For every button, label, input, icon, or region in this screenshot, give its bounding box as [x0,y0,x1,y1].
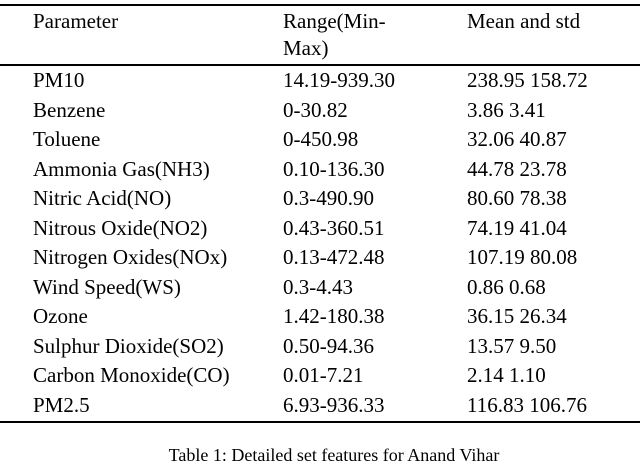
cell-range: 0-450.98 [283,127,359,152]
table-row: PM10 14.19-939.30 238.95 158.72 [0,65,640,96]
column-header-mean-std-label: Mean and std [467,9,581,33]
cell-range: 1.42-180.38 [283,304,385,329]
table-row: Nitric Acid(NO) 0.3-490.90 80.60 78.38 [0,184,640,214]
cell-parameter: Benzene [33,97,106,122]
cell-mean-std: 80.60 78.38 [467,186,567,211]
cell-mean-std: 36.15 26.34 [467,304,567,329]
cell-mean-std: 238.95 158.72 [467,68,588,92]
cell-range: 0.50-94.36 [283,333,374,358]
cell-parameter: Sulphur Dioxide(SO2) [33,333,224,358]
table-row: Ozone 1.42-180.38 36.15 26.34 [0,302,640,332]
cell-range: 0.3-4.43 [283,274,353,299]
cell-parameter: Carbon Monoxide(CO) [33,363,230,388]
table-row: Wind Speed(WS) 0.3-4.43 0.86 0.68 [0,273,640,303]
cell-parameter: Nitrous Oxide(NO2) [33,215,208,240]
cell-range: 0.3-490.90 [283,186,374,211]
cell-parameter: Nitrogen Oxides(NOx) [33,245,228,270]
column-header-parameter: Parameter [0,4,283,66]
table-header: Parameter Range(Min-Max) Mean and std [0,4,640,66]
cell-mean-std: 32.06 40.87 [467,127,567,152]
table-body: PM10 14.19-939.30 238.95 158.72 Benzene 0-30… [0,65,640,423]
features-table: Parameter Range(Min-Max) Mean and std PM… [0,4,640,423]
cell-parameter: Wind Speed(WS) [33,274,181,299]
cell-parameter: Toluene [33,127,101,152]
cell-mean-std: 116.83 106.76 [467,391,640,423]
cell-range: 0.01-7.21 [283,363,364,388]
cell-parameter: Ozone [33,304,88,329]
cell-mean-std: 3.86 3.41 [467,97,546,122]
table-row: Ammonia Gas(NH3) 0.10-136.30 44.78 23.78 [0,155,640,185]
table-row: Benzene 0-30.82 3.86 3.41 [0,96,640,126]
cell-range: 0.10-136.30 [283,156,385,181]
cell-mean-std: 0.86 0.68 [467,274,546,299]
cell-parameter: PM2.5 [0,391,283,423]
column-header-range: Range(Min-Max) [283,4,467,66]
cell-range: 0.13-472.48 [283,245,385,270]
cell-range: 14.19-939.30 [283,68,395,92]
cell-parameter: PM10 [33,68,85,92]
table-caption: Table 1: Detailed set features for Anand… [168,444,500,465]
cell-mean-std: 13.57 9.50 [467,333,557,358]
table-row: Nitrous Oxide(NO2) 0.43-360.51 74.19 41.04 [0,214,640,244]
table-row: Nitrogen Oxides(NOx) 0.13-472.48 107.19 80… [0,243,640,273]
header-row: Parameter Range(Min-Max) Mean and std [0,4,640,66]
paper-page: Parameter Range(Min-Max) Mean and std PM… [0,4,640,465]
column-header-mean-std: Mean and std [467,4,640,66]
table-row: Toluene 0-450.98 32.06 40.87 [0,125,640,155]
cell-mean-std: 2.14 1.10 [467,363,546,388]
table-row: Sulphur Dioxide(SO2) 0.50-94.36 13.57 9.50 [0,332,640,362]
cell-mean-std: 107.19 80.08 [467,245,578,270]
table-row: Carbon Monoxide(CO) 0.01-7.21 2.14 1.10 [0,361,640,391]
cell-range: 0-30.82 [283,97,348,122]
cell-mean-std: 74.19 41.04 [467,215,567,240]
cell-range: 0.43-360.51 [283,215,385,240]
cell-mean-std: 44.78 23.78 [467,156,567,181]
column-header-parameter-label: Parameter [33,9,119,33]
table-row: PM2.5 6.93-936.33 116.83 106.76 [0,391,640,423]
cell-parameter: Ammonia Gas(NH3) [33,156,210,181]
cell-range: 6.93-936.33 [283,391,467,423]
column-header-range-label: Range(Min-Max) [283,9,386,60]
cell-parameter: Nitric Acid(NO) [33,186,172,211]
